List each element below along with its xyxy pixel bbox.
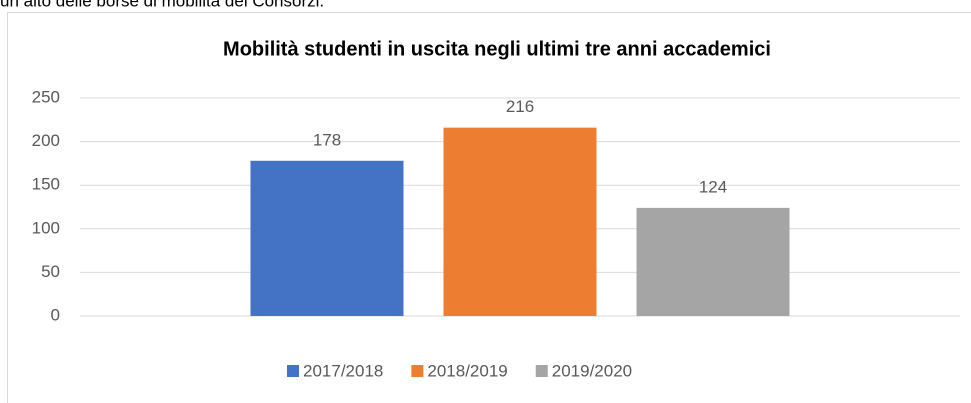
bar <box>636 207 790 316</box>
legend-label: 2017/2018 <box>303 361 383 380</box>
y-tick-label: 100 <box>32 218 60 237</box>
legend-label: 2018/2019 <box>427 361 507 380</box>
bar <box>443 127 597 316</box>
text-above: un alto delle borse di mobilità dei Cons… <box>0 0 324 10</box>
y-tick-label: 250 <box>32 87 60 106</box>
y-tick-label: 200 <box>32 131 60 150</box>
data-label: 216 <box>506 97 534 116</box>
bar <box>250 160 404 316</box>
y-tick-label: 0 <box>51 305 60 324</box>
data-label: 124 <box>699 177 727 196</box>
data-label: 178 <box>313 130 341 149</box>
legend-swatch <box>411 365 424 377</box>
y-tick-label: 150 <box>32 175 60 194</box>
legend-swatch <box>287 365 299 377</box>
legend-label: 2019/2020 <box>552 361 632 380</box>
legend-swatch <box>535 365 548 377</box>
chart-title: Mobilità studenti in uscita negli ultimi… <box>223 38 771 60</box>
y-tick-label: 50 <box>41 262 60 281</box>
